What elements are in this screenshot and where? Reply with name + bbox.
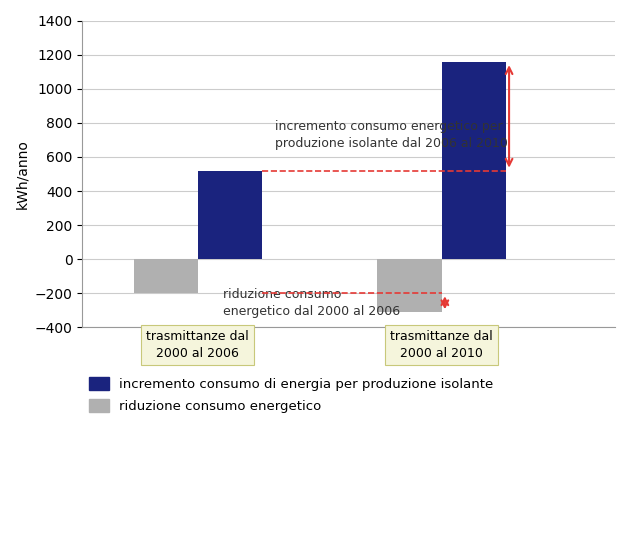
Text: trasmittanze dal
2000 al 2006: trasmittanze dal 2000 al 2006 [146, 330, 249, 360]
Legend: incremento consumo di energia per produzione isolante, riduzione consumo energet: incremento consumo di energia per produz… [89, 376, 493, 413]
Text: trasmittanze dal
2000 al 2010: trasmittanze dal 2000 al 2010 [391, 330, 493, 360]
Bar [442, 62, 506, 260]
Y-axis label: kWh/anno: kWh/anno [15, 139, 29, 209]
Bar [134, 260, 198, 293]
Bar [377, 260, 442, 312]
Text: incremento consumo energetico per
produzione isolante dal 2006 al 2010: incremento consumo energetico per produz… [275, 120, 508, 150]
Text: riduzione consumo
energetico dal 2000 al 2006: riduzione consumo energetico dal 2000 al… [224, 288, 401, 318]
Bar [198, 170, 262, 260]
